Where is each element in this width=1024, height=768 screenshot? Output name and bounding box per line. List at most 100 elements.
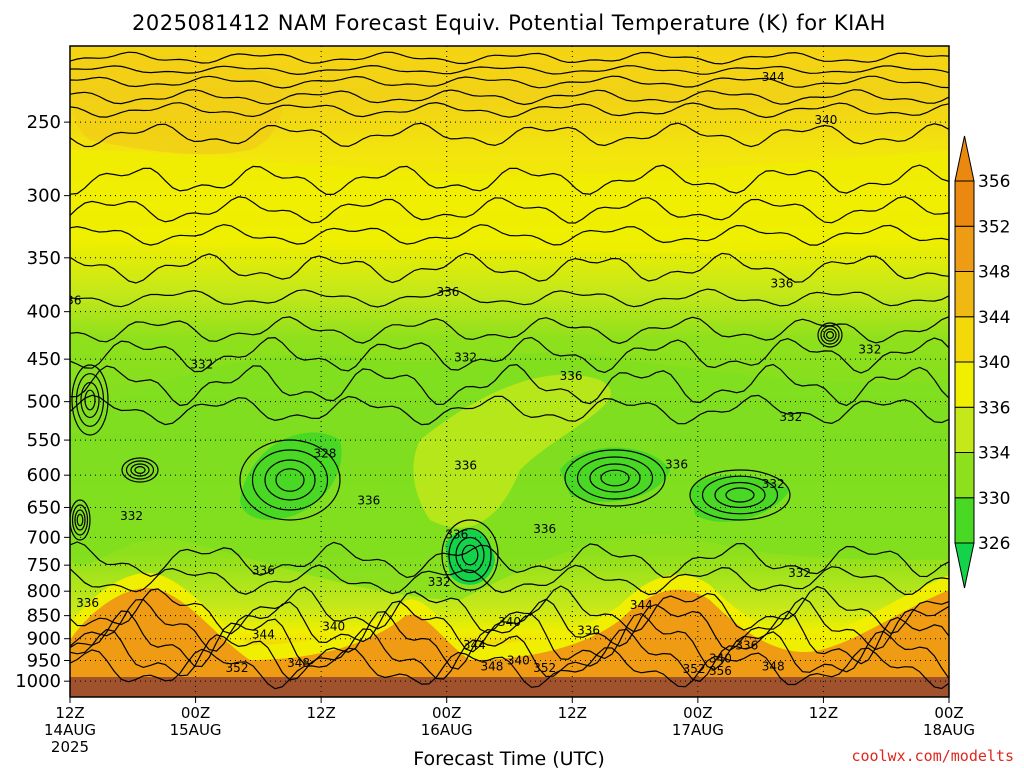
contour-label: 332 (454, 350, 477, 364)
plot-frame (69, 45, 950, 698)
contour-line-5 (70, 122, 949, 148)
colorbar-tick-label: 348 (978, 263, 1010, 283)
contour-label: 352 (533, 661, 556, 675)
contour-label: 336 (665, 458, 688, 472)
contour-label: 336 (252, 563, 275, 577)
contour-label: 344 (762, 70, 785, 84)
contour-line-4 (70, 101, 949, 119)
contour-label-bg-0 (971, 95, 998, 108)
contour-line-8 (70, 223, 949, 246)
contour-loop-0-2 (264, 459, 316, 501)
contour-label: 336 (437, 285, 460, 299)
contour-label: 344 (252, 627, 275, 641)
y-tick-label: 500 (27, 392, 61, 413)
contour-label: 336 (533, 522, 556, 536)
y-tick-label: 400 (27, 302, 61, 323)
contour-label: 340 (814, 113, 837, 127)
contour-line-1 (70, 64, 949, 76)
contour-loop-4-3 (825, 331, 834, 340)
colorbar-segment-1 (954, 452, 975, 499)
y-tick-label: 350 (27, 248, 61, 269)
contour-line-10 (70, 288, 949, 308)
contour-loop-7-2 (74, 509, 86, 531)
y-tick-label: 700 (27, 527, 61, 548)
contour-loop-0-1 (251, 449, 329, 511)
y-tick-label: 450 (27, 349, 61, 370)
contour-label: 332 (428, 575, 451, 589)
contour-line-15 (70, 541, 949, 579)
yellow-tongue (413, 374, 611, 528)
contour-label: 336 (577, 624, 600, 638)
contour-loop-4-0 (817, 322, 843, 348)
green-min-3 (690, 475, 790, 522)
contour-label: 340 (709, 652, 732, 666)
y-axis: 2503003504004505005506006507007508008509… (15, 112, 70, 692)
contour-label: 328 (313, 446, 336, 460)
colorbar-segment-3 (954, 361, 975, 408)
green-min-4 (445, 529, 495, 585)
y-tick-label: 950 (27, 650, 61, 671)
x-tick-label: 00Z (934, 704, 963, 722)
contour-loop-5-3 (84, 389, 96, 411)
x-tick-date: 15AUG (170, 721, 222, 739)
contour-label: 356 (709, 664, 732, 678)
x-tick-date: 18AUG (923, 721, 975, 739)
colorbar-segment-7 (954, 180, 975, 227)
x-axis-label: Forecast Time (UTC) (413, 748, 604, 768)
contour-line-13 (70, 363, 949, 407)
contour-loop-6-2 (130, 463, 150, 477)
colorbar-segment-6 (954, 225, 975, 272)
y-tick-label: 600 (27, 465, 61, 486)
colorbar-segment-2 (954, 406, 975, 453)
contour-label: 336 (771, 276, 794, 290)
contour-label: 340 (322, 619, 345, 633)
contour-label: 348 (287, 656, 310, 670)
contour-line-12 (70, 336, 949, 374)
contour-loop-1-1 (576, 456, 654, 500)
contour-loop-7-0 (70, 499, 91, 541)
y-tick-label: 1000 (15, 671, 61, 692)
contour-line-0 (70, 51, 949, 65)
contour-line-9 (70, 252, 949, 284)
contour-line-19 (70, 610, 949, 671)
contour-label: 336 (454, 458, 477, 472)
colorbar-tick-label: 336 (978, 398, 1010, 418)
y-tick-label: 250 (27, 112, 61, 133)
contour-loop-6-1 (125, 460, 155, 480)
y-tick-label: 550 (27, 430, 61, 451)
contour-loop-1-0 (564, 449, 666, 507)
contour-label: 352 (683, 662, 706, 676)
contour-line-6 (70, 164, 949, 196)
colorbar-segment-4 (954, 316, 975, 363)
contour-label: 348 (480, 660, 503, 674)
contour-lines (70, 51, 949, 690)
contour-loop-2-3 (725, 487, 755, 503)
contour-loop-2-1 (701, 475, 779, 515)
x-tick-label: 12Z (558, 704, 587, 722)
contour-label: 352 (226, 661, 249, 675)
contour-line-20 (70, 628, 949, 682)
x-tick-label: 00Z (683, 704, 712, 722)
contour-loop-0-3 (275, 468, 305, 492)
contour-line-11 (70, 316, 949, 345)
contour-loop-5-0 (71, 364, 109, 436)
credit-text: coolwx.com/modelts (851, 747, 1014, 765)
x-tick-date: 17AUG (672, 721, 724, 739)
y-tick-label: 300 (27, 186, 61, 207)
contour-label: 336 (357, 493, 380, 507)
contour-line-2 (70, 75, 949, 89)
colorbar-tick-label: 326 (978, 534, 1010, 554)
contour-label: 332 (788, 566, 811, 580)
contour-label: 332 (190, 358, 213, 372)
contour-label: 344 (973, 96, 996, 110)
contour-loop-6-3 (134, 466, 146, 475)
colorbar-tick-label: 352 (978, 217, 1010, 237)
contour-line-3 (70, 88, 949, 106)
colorbar-tick-label: 330 (978, 489, 1010, 509)
contour-loop-7-3 (76, 513, 84, 527)
ground-layer (70, 677, 949, 697)
contour-line-7 (70, 196, 949, 224)
lower-orange-fill (70, 588, 949, 690)
